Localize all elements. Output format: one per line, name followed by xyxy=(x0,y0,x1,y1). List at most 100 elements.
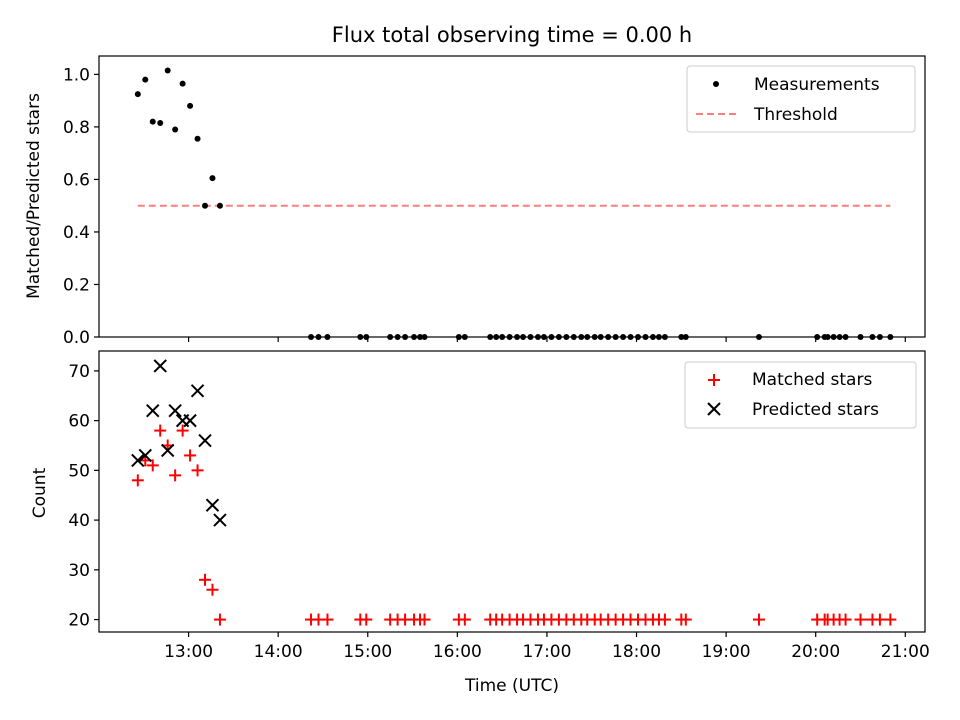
matched-star-point xyxy=(752,613,765,626)
top-legend: Measurements Threshold xyxy=(686,65,916,133)
bottom-legend: Matched stars Predicted stars xyxy=(684,361,917,429)
measurement-point xyxy=(357,334,364,340)
bottom-legend-box xyxy=(684,361,917,429)
measurement-point xyxy=(570,334,577,340)
top-y-axis-label: Matched/Predicted stars xyxy=(24,93,44,299)
y-tick-label: 30 xyxy=(68,561,90,581)
measurement-point xyxy=(157,119,164,126)
measurement-point xyxy=(563,334,570,340)
predicted-star-point xyxy=(190,384,205,398)
y-tick-label: 0.2 xyxy=(63,275,90,295)
y-tick-label: 70 xyxy=(68,362,90,382)
matched-star-point xyxy=(418,613,431,626)
measurement-point xyxy=(514,334,521,340)
measurement-point xyxy=(216,202,223,209)
matched-star-point xyxy=(176,424,189,437)
legend-predicted-marker xyxy=(707,402,721,416)
y-tick-label: 40 xyxy=(68,511,90,531)
measurement-point xyxy=(612,334,619,340)
measurement-point xyxy=(487,334,494,340)
measurement-point xyxy=(411,334,418,340)
legend-matched-label: Matched stars xyxy=(752,370,872,390)
predicted-star-point xyxy=(138,448,152,463)
top-panel: 0.0 0.2 0.4 0.6 0.8 1.0 Matched/Predicted sta… xyxy=(24,55,926,348)
predicted-star-point xyxy=(213,513,227,527)
matched-star-point xyxy=(146,459,159,472)
measurement-point xyxy=(308,334,315,340)
y-tick-label: 1.0 xyxy=(63,65,90,85)
measurement-point xyxy=(506,334,513,340)
measurement-point xyxy=(209,175,216,182)
top-legend-box xyxy=(686,65,916,133)
x-tick-label: 19:00 xyxy=(702,642,751,662)
bottom-y-axis-label: Count xyxy=(30,467,50,518)
measurement-point xyxy=(387,334,394,340)
legend-measurements-marker xyxy=(713,81,719,87)
measurement-point xyxy=(172,126,179,133)
measurement-point xyxy=(455,334,462,340)
x-tick-label: 17:00 xyxy=(522,642,571,662)
predicted-star-point xyxy=(205,498,220,512)
matched-star-point xyxy=(321,613,334,626)
matched-star-point xyxy=(191,464,204,477)
measurement-point xyxy=(584,334,591,340)
legend-predicted-label: Predicted stars xyxy=(752,400,879,420)
measurement-point xyxy=(534,334,541,340)
chart-title: Flux total observing time = 0.00 h xyxy=(332,23,692,47)
bottom-panel: 20 30 40 50 60 70 13:00 14:00 15:00 16:00 17:00 18… xyxy=(30,350,930,696)
y-tick-label: 60 xyxy=(68,412,90,432)
measurement-point xyxy=(417,334,424,340)
predicted-star-point xyxy=(160,443,175,458)
predicted-star-point xyxy=(131,453,145,468)
x-tick-label: 21:00 xyxy=(881,642,930,662)
x-tick-label: 14:00 xyxy=(254,642,303,662)
measurement-point xyxy=(527,334,534,340)
measurement-point xyxy=(597,334,604,340)
measurement-point xyxy=(187,102,194,109)
bottom-panel-frame xyxy=(98,350,926,633)
measurement-point xyxy=(499,334,506,340)
bottom-x-ticks: 13:00 14:00 15:00 16:00 17:00 18:00 19:00 20:00… xyxy=(164,632,930,662)
x-tick-label: 15:00 xyxy=(343,642,392,662)
matched-star-point xyxy=(679,613,692,626)
legend-threshold-label: Threshold xyxy=(753,105,838,125)
measurement-point xyxy=(324,334,331,340)
measurement-point xyxy=(394,334,401,340)
measurement-point xyxy=(605,334,612,340)
measurement-point xyxy=(655,334,662,340)
matched-star-point xyxy=(360,613,373,626)
measurement-point xyxy=(824,334,831,340)
predicted-star-point xyxy=(146,403,160,418)
measurement-point xyxy=(142,76,149,83)
predicted-star-point xyxy=(183,413,197,428)
measurement-point xyxy=(869,334,876,340)
x-tick-label: 16:00 xyxy=(433,642,482,662)
x-tick-label: 18:00 xyxy=(612,642,661,662)
matched-star-point xyxy=(884,613,897,626)
measurement-point xyxy=(164,67,171,74)
y-tick-label: 50 xyxy=(68,461,90,481)
matched-star-point xyxy=(458,613,471,626)
measurement-point xyxy=(461,334,468,340)
matched-star-point xyxy=(213,613,226,626)
top-data-marks xyxy=(134,67,894,340)
measurement-point xyxy=(194,135,201,142)
matched-star-point xyxy=(206,583,219,596)
measurement-point xyxy=(179,80,186,87)
top-y-ticks: 0.0 0.2 0.4 0.6 0.8 1.0 xyxy=(63,65,99,348)
predicted-star-point xyxy=(198,433,212,448)
measurement-point xyxy=(620,334,627,340)
measurement-point xyxy=(842,334,849,340)
matched-star-point xyxy=(169,469,182,482)
measurement-point xyxy=(649,334,656,340)
x-tick-label: 13:00 xyxy=(164,642,213,662)
measurement-point xyxy=(493,334,500,340)
measurement-point xyxy=(682,334,689,340)
bottom-y-ticks: 20 30 40 50 60 70 xyxy=(68,362,99,631)
predicted-star-point xyxy=(153,359,167,373)
measurement-point xyxy=(887,334,894,340)
measurement-point xyxy=(134,91,141,98)
measurement-point xyxy=(755,334,762,340)
y-tick-label: 0.4 xyxy=(63,223,90,243)
measurement-point xyxy=(540,334,547,340)
